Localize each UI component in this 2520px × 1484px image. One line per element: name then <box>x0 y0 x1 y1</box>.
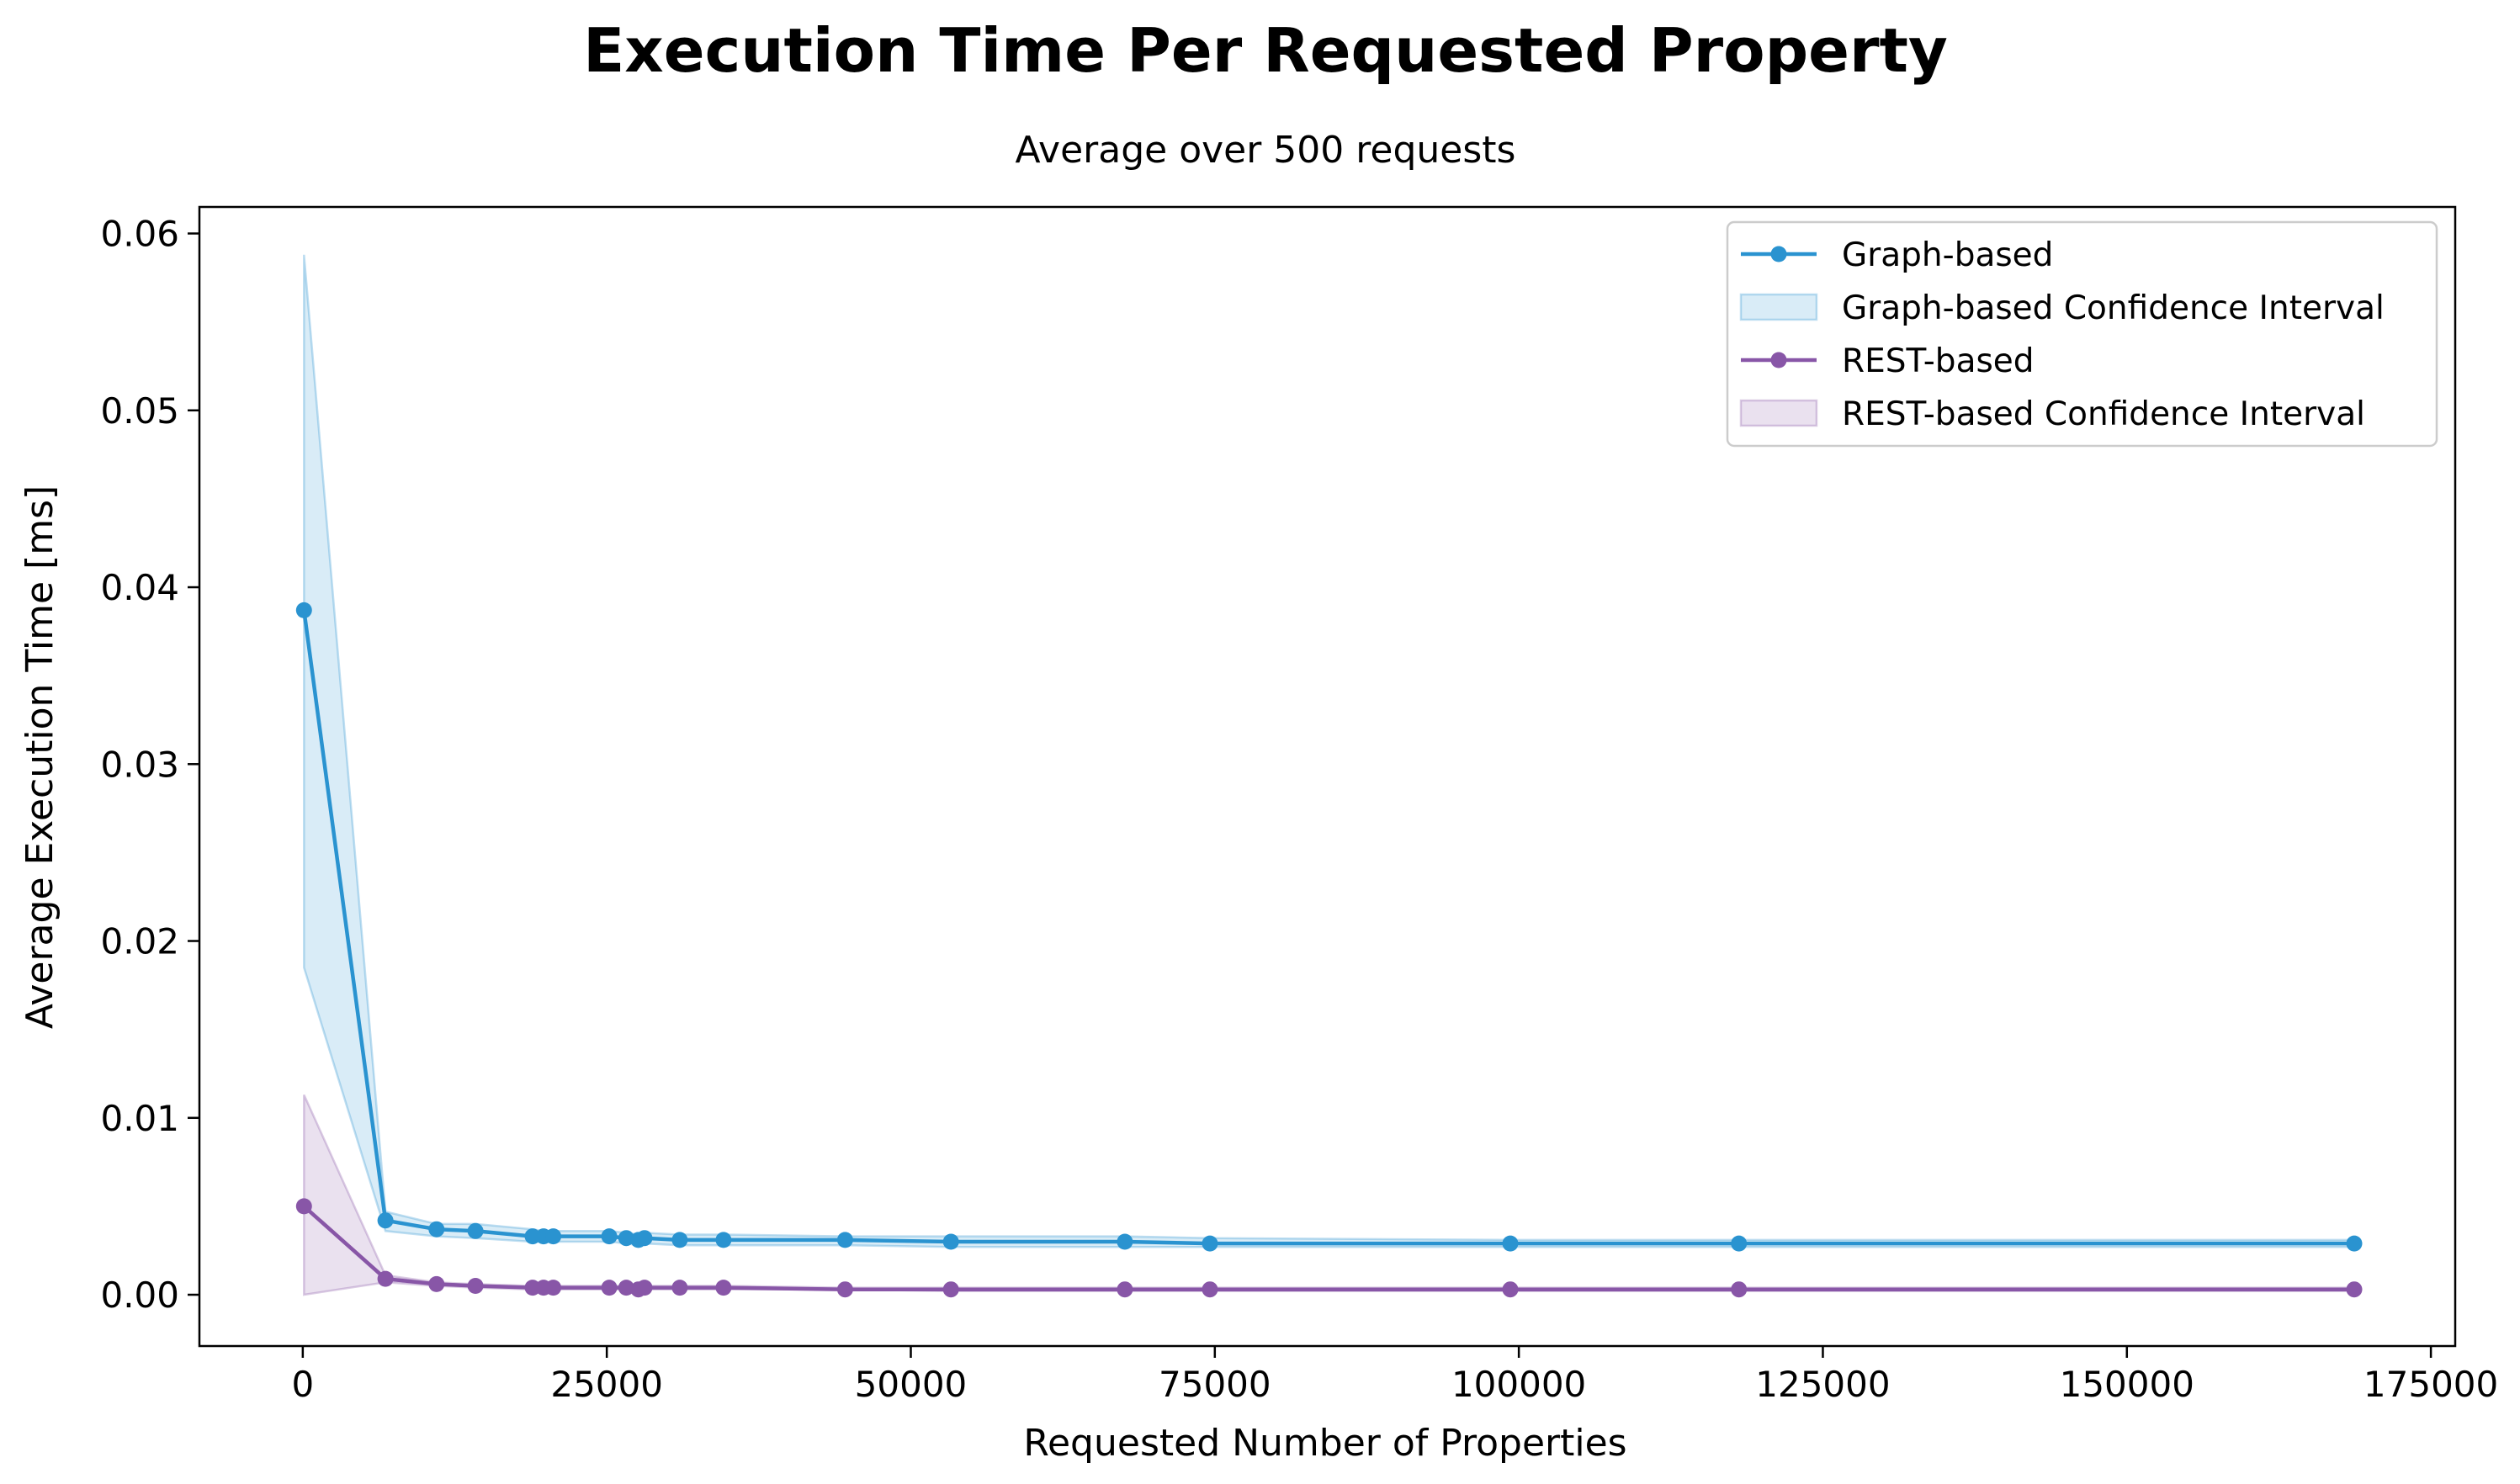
legend-marker-graph-based <box>1770 246 1787 262</box>
graph-based-point <box>2346 1235 2363 1252</box>
y-tick-label: 0.02 <box>100 921 179 962</box>
plot-area <box>295 254 2363 1298</box>
rest-based-point <box>295 1198 312 1215</box>
y-tick-label: 0.05 <box>100 390 179 432</box>
chart-subtitle: Average over 500 requests <box>1016 129 1516 172</box>
graph-based-point <box>671 1232 688 1248</box>
graph-based-point <box>545 1228 562 1245</box>
x-tick-label: 100000 <box>1451 1364 1586 1405</box>
x-axis: 0 25000 50000 75000 100000 125000 150000 175000 <box>291 1346 2498 1405</box>
x-tick-label: 25000 <box>550 1364 663 1405</box>
rest-based-point <box>1502 1281 1519 1298</box>
graph-based-point <box>601 1228 618 1245</box>
graph-based-point <box>1731 1235 1748 1252</box>
graph-based-point <box>295 602 312 618</box>
graph-based-point <box>1117 1233 1133 1250</box>
graph-based-point <box>942 1233 959 1250</box>
rest-based-point <box>1117 1281 1133 1298</box>
graph-based-point <box>715 1232 732 1248</box>
graph-based-point <box>836 1232 853 1248</box>
legend-label-graph-based: Graph-based <box>1842 236 2053 274</box>
rest-based-point <box>467 1278 484 1294</box>
x-tick-label: 150000 <box>2060 1364 2194 1405</box>
graph-based-point <box>428 1221 445 1238</box>
legend-label-rest-based: REST-based <box>1842 342 2035 380</box>
legend: Graph-based Graph-based Confidence Interv… <box>1726 220 2438 448</box>
x-tick-label: 125000 <box>1755 1364 1890 1405</box>
rest-based-point <box>428 1275 445 1292</box>
rest-based-point <box>671 1280 688 1296</box>
legend-label-rest-based-confidence-interval: REST-based Confidence Interval <box>1842 395 2365 433</box>
rest-based-point <box>2346 1281 2363 1298</box>
rest-based-point <box>715 1280 732 1296</box>
rest-based-point <box>377 1270 394 1287</box>
legend-swatch-rest-based-confidence-interval <box>1739 399 1818 427</box>
y-axis: 0.00 0.01 0.02 0.03 0.04 0.05 0.06 <box>100 214 199 1316</box>
rest-based-point <box>545 1280 562 1296</box>
graph-based-point <box>1202 1235 1218 1252</box>
graph-based-point <box>467 1222 484 1239</box>
rest-based-point <box>942 1281 959 1298</box>
rest-based-point <box>1202 1281 1218 1298</box>
graph-based-point <box>1502 1235 1519 1252</box>
y-axis-label: Average Execution Time [ms] <box>19 485 61 1029</box>
y-tick-label: 0.04 <box>100 567 179 608</box>
chart-title: Execution Time Per Requested Property <box>583 15 1948 86</box>
graph-based-point <box>636 1230 653 1247</box>
graph-based-point <box>524 1228 541 1245</box>
rest-based-point <box>618 1280 634 1296</box>
graph-based-point <box>618 1230 634 1247</box>
y-tick-label: 0.03 <box>100 744 179 785</box>
legend-swatch-graph-based-confidence-interval <box>1739 293 1818 321</box>
rest-based-point <box>601 1280 618 1296</box>
x-axis-label: Requested Number of Properties <box>1023 1422 1626 1465</box>
rest-based-point <box>524 1280 541 1296</box>
y-tick-label: 0.06 <box>100 214 179 255</box>
x-tick-label: 175000 <box>2363 1364 2498 1405</box>
plot-frame <box>198 205 2457 1348</box>
rest-based-point <box>636 1280 653 1296</box>
x-tick-label: 0 <box>291 1364 314 1405</box>
x-tick-label: 50000 <box>855 1364 968 1405</box>
legend-label-graph-based-confidence-interval: Graph-based Confidence Interval <box>1842 289 2385 327</box>
x-tick-label: 75000 <box>1159 1364 1271 1405</box>
legend-marker-rest-based <box>1770 352 1787 368</box>
graph-based-point <box>377 1212 394 1229</box>
rest-based-point <box>1731 1281 1748 1298</box>
legend-box <box>1726 220 2438 448</box>
y-tick-label: 0.00 <box>100 1275 179 1316</box>
rest-based-point <box>836 1281 853 1298</box>
y-tick-label: 0.01 <box>100 1098 179 1139</box>
